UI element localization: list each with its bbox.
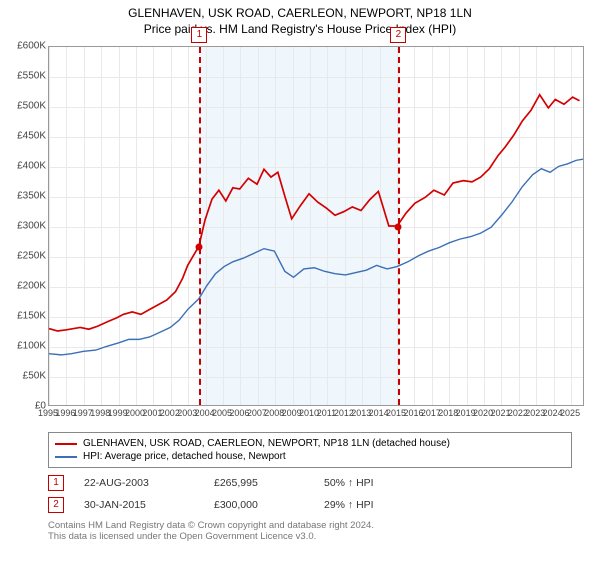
y-tick-label: £350K [17,191,46,202]
legend: GLENHAVEN, USK ROAD, CAERLEON, NEWPORT, … [48,432,572,468]
x-axis: 1995199619971998199920002001200220032004… [48,408,584,426]
sale-event-marker: 1 [191,27,207,43]
attribution: Contains HM Land Registry data © Crown c… [48,520,572,542]
y-axis: £0£50K£100K£150K£200K£250K£300K£350K£400… [10,46,48,426]
sale-price: £265,995 [214,477,304,489]
sale-date: 30-JAN-2015 [84,499,194,511]
chart-area: £0£50K£100K£150K£200K£250K£300K£350K£400… [10,46,590,426]
series-property [49,95,580,331]
y-tick-label: £600K [17,41,46,52]
y-tick-label: £250K [17,251,46,262]
legend-row-hpi: HPI: Average price, detached house, Newp… [55,450,565,463]
legend-row-property: GLENHAVEN, USK ROAD, CAERLEON, NEWPORT, … [55,437,565,450]
series-hpi [49,159,583,355]
sale-point-icon [196,244,203,251]
sale-delta: 29% ↑ HPI [324,499,414,511]
y-tick-label: £50K [23,371,46,382]
sale-point-icon [395,224,402,231]
sale-row: 2 30-JAN-2015 £300,000 29% ↑ HPI [48,494,572,516]
chart-title-line1: GLENHAVEN, USK ROAD, CAERLEON, NEWPORT, … [0,6,600,20]
sale-date: 22-AUG-2003 [84,477,194,489]
y-tick-label: £150K [17,311,46,322]
y-tick-label: £500K [17,101,46,112]
sale-badge: 1 [48,475,64,491]
plot-area: 12 [48,46,584,406]
footer-line1: Contains HM Land Registry data © Crown c… [48,520,572,531]
sale-price: £300,000 [214,499,304,511]
chart-title-line2: Price paid vs. HM Land Registry's House … [0,22,600,36]
sale-event-marker: 2 [390,27,406,43]
x-tick-label: 2025 [560,408,580,418]
sale-delta: 50% ↑ HPI [324,477,414,489]
line-svg [49,47,583,405]
legend-swatch [55,443,77,445]
footer-line2: This data is licensed under the Open Gov… [48,531,572,542]
legend-swatch [55,456,77,458]
legend-label: HPI: Average price, detached house, Newp… [83,451,286,462]
sale-badge: 2 [48,497,64,513]
y-tick-label: £200K [17,281,46,292]
y-tick-label: £100K [17,341,46,352]
legend-label: GLENHAVEN, USK ROAD, CAERLEON, NEWPORT, … [83,438,450,449]
y-tick-label: £400K [17,161,46,172]
y-tick-label: £550K [17,71,46,82]
y-tick-label: £450K [17,131,46,142]
sale-row: 1 22-AUG-2003 £265,995 50% ↑ HPI [48,472,572,494]
sales-table: 1 22-AUG-2003 £265,995 50% ↑ HPI 2 30-JA… [48,472,572,516]
y-tick-label: £300K [17,221,46,232]
sale-event-line [199,47,201,405]
